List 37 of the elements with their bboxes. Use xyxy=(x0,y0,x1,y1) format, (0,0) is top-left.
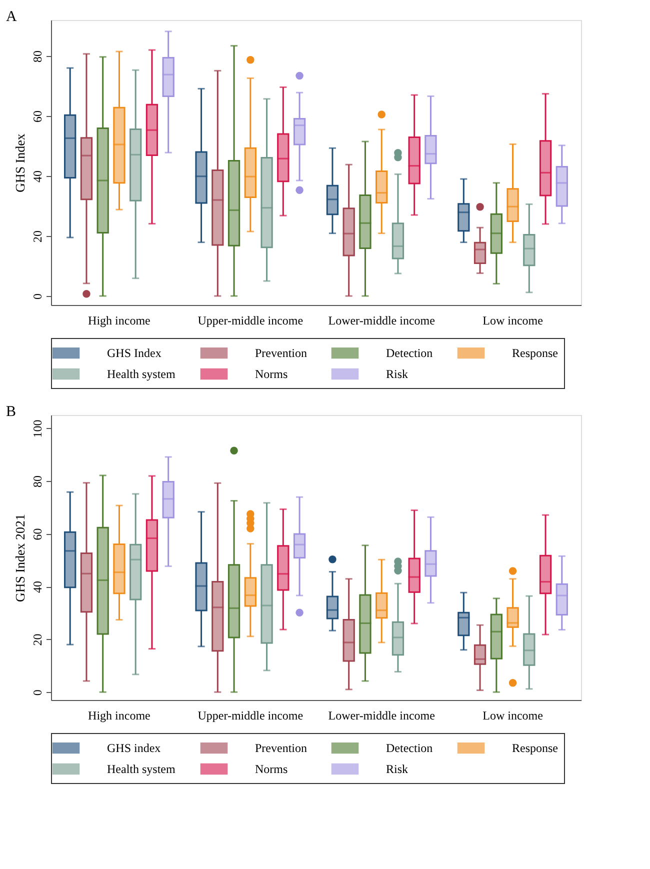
y-tick-label: 0 xyxy=(30,690,44,696)
y-tick-label: 20 xyxy=(30,230,44,242)
y-tick-label: 0 xyxy=(30,294,44,300)
legend-label: Norms xyxy=(255,367,288,381)
legend-label: Risk xyxy=(386,762,408,776)
legend-label: Response xyxy=(512,741,558,756)
legend-label: Detection xyxy=(386,346,433,360)
y-tick-label: 80 xyxy=(30,475,44,488)
y-tick-label: 60 xyxy=(30,110,44,122)
y-axis-title: GHS Index 2021 xyxy=(12,514,28,602)
legend-label: GHS index xyxy=(107,741,161,756)
legend-label: GHS Index xyxy=(107,346,162,360)
legend-label: Risk xyxy=(386,367,408,381)
y-tick-label: 80 xyxy=(30,50,44,62)
x-tick-label: Lower-middle income xyxy=(328,314,435,328)
legend-label: Response xyxy=(512,346,558,360)
x-tick-label: Lower-middle income xyxy=(328,708,435,722)
x-tick-label: Low income xyxy=(482,708,543,722)
legend-label: Health system xyxy=(107,367,176,381)
x-tick-label: High income xyxy=(88,708,150,722)
legend-label: Detection xyxy=(386,741,433,756)
chart-title: B xyxy=(6,404,16,420)
y-tick-label: 40 xyxy=(30,581,44,594)
legend-label: Health system xyxy=(107,762,176,776)
y-tick-label: 20 xyxy=(30,634,44,646)
y-tick-label: 40 xyxy=(30,170,44,182)
chart-title: A xyxy=(6,9,17,25)
legend-label: Prevention xyxy=(255,741,307,756)
x-tick-label: Upper-middle income xyxy=(198,708,304,722)
y-tick-label: 100 xyxy=(30,420,44,438)
legend-label: Prevention xyxy=(255,346,307,360)
legend-label: Norms xyxy=(255,762,288,776)
y-tick-label: 60 xyxy=(30,528,44,540)
x-tick-label: Low income xyxy=(482,314,543,328)
x-tick-label: Upper-middle income xyxy=(198,314,304,328)
x-tick-label: High income xyxy=(88,314,150,328)
y-axis-title: GHS Index xyxy=(12,133,28,192)
